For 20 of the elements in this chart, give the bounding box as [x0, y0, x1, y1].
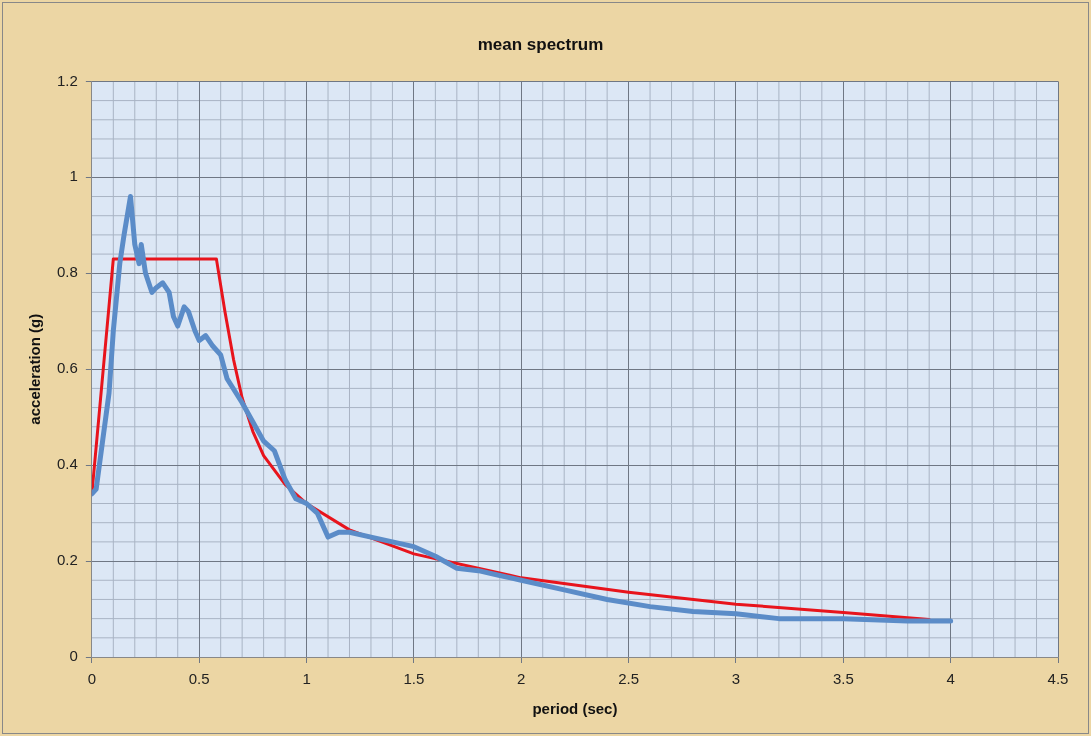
x-tick-label: 0 — [87, 670, 97, 688]
x-tick-label: 3.5 — [832, 670, 854, 688]
y-tick-label: 1 — [69, 167, 78, 185]
x-tick-label: 1.5 — [403, 670, 425, 688]
y-tick-label: 0.2 — [56, 551, 78, 569]
chart-title: mean spectrum — [477, 34, 604, 54]
y-tick-label: 0.8 — [56, 263, 78, 281]
x-tick-label: 4 — [946, 670, 955, 688]
y-tick-label: 0.6 — [56, 359, 78, 377]
x-axis-title: period (sec) — [532, 700, 618, 718]
y-tick-label: 1.2 — [56, 71, 78, 89]
y-tick-label: 0.4 — [56, 455, 78, 473]
x-tick-label: 3 — [731, 670, 741, 688]
y-axis-title: acceleration (g) — [26, 313, 44, 425]
x-tick-label: 2.5 — [618, 670, 640, 688]
x-tick-label: 0.5 — [188, 670, 210, 688]
y-tick-label: 0 — [69, 647, 78, 665]
x-tick-label: 4.5 — [1047, 670, 1069, 688]
x-tick-label: 1 — [302, 670, 311, 688]
x-tick-label: 2 — [517, 670, 526, 688]
